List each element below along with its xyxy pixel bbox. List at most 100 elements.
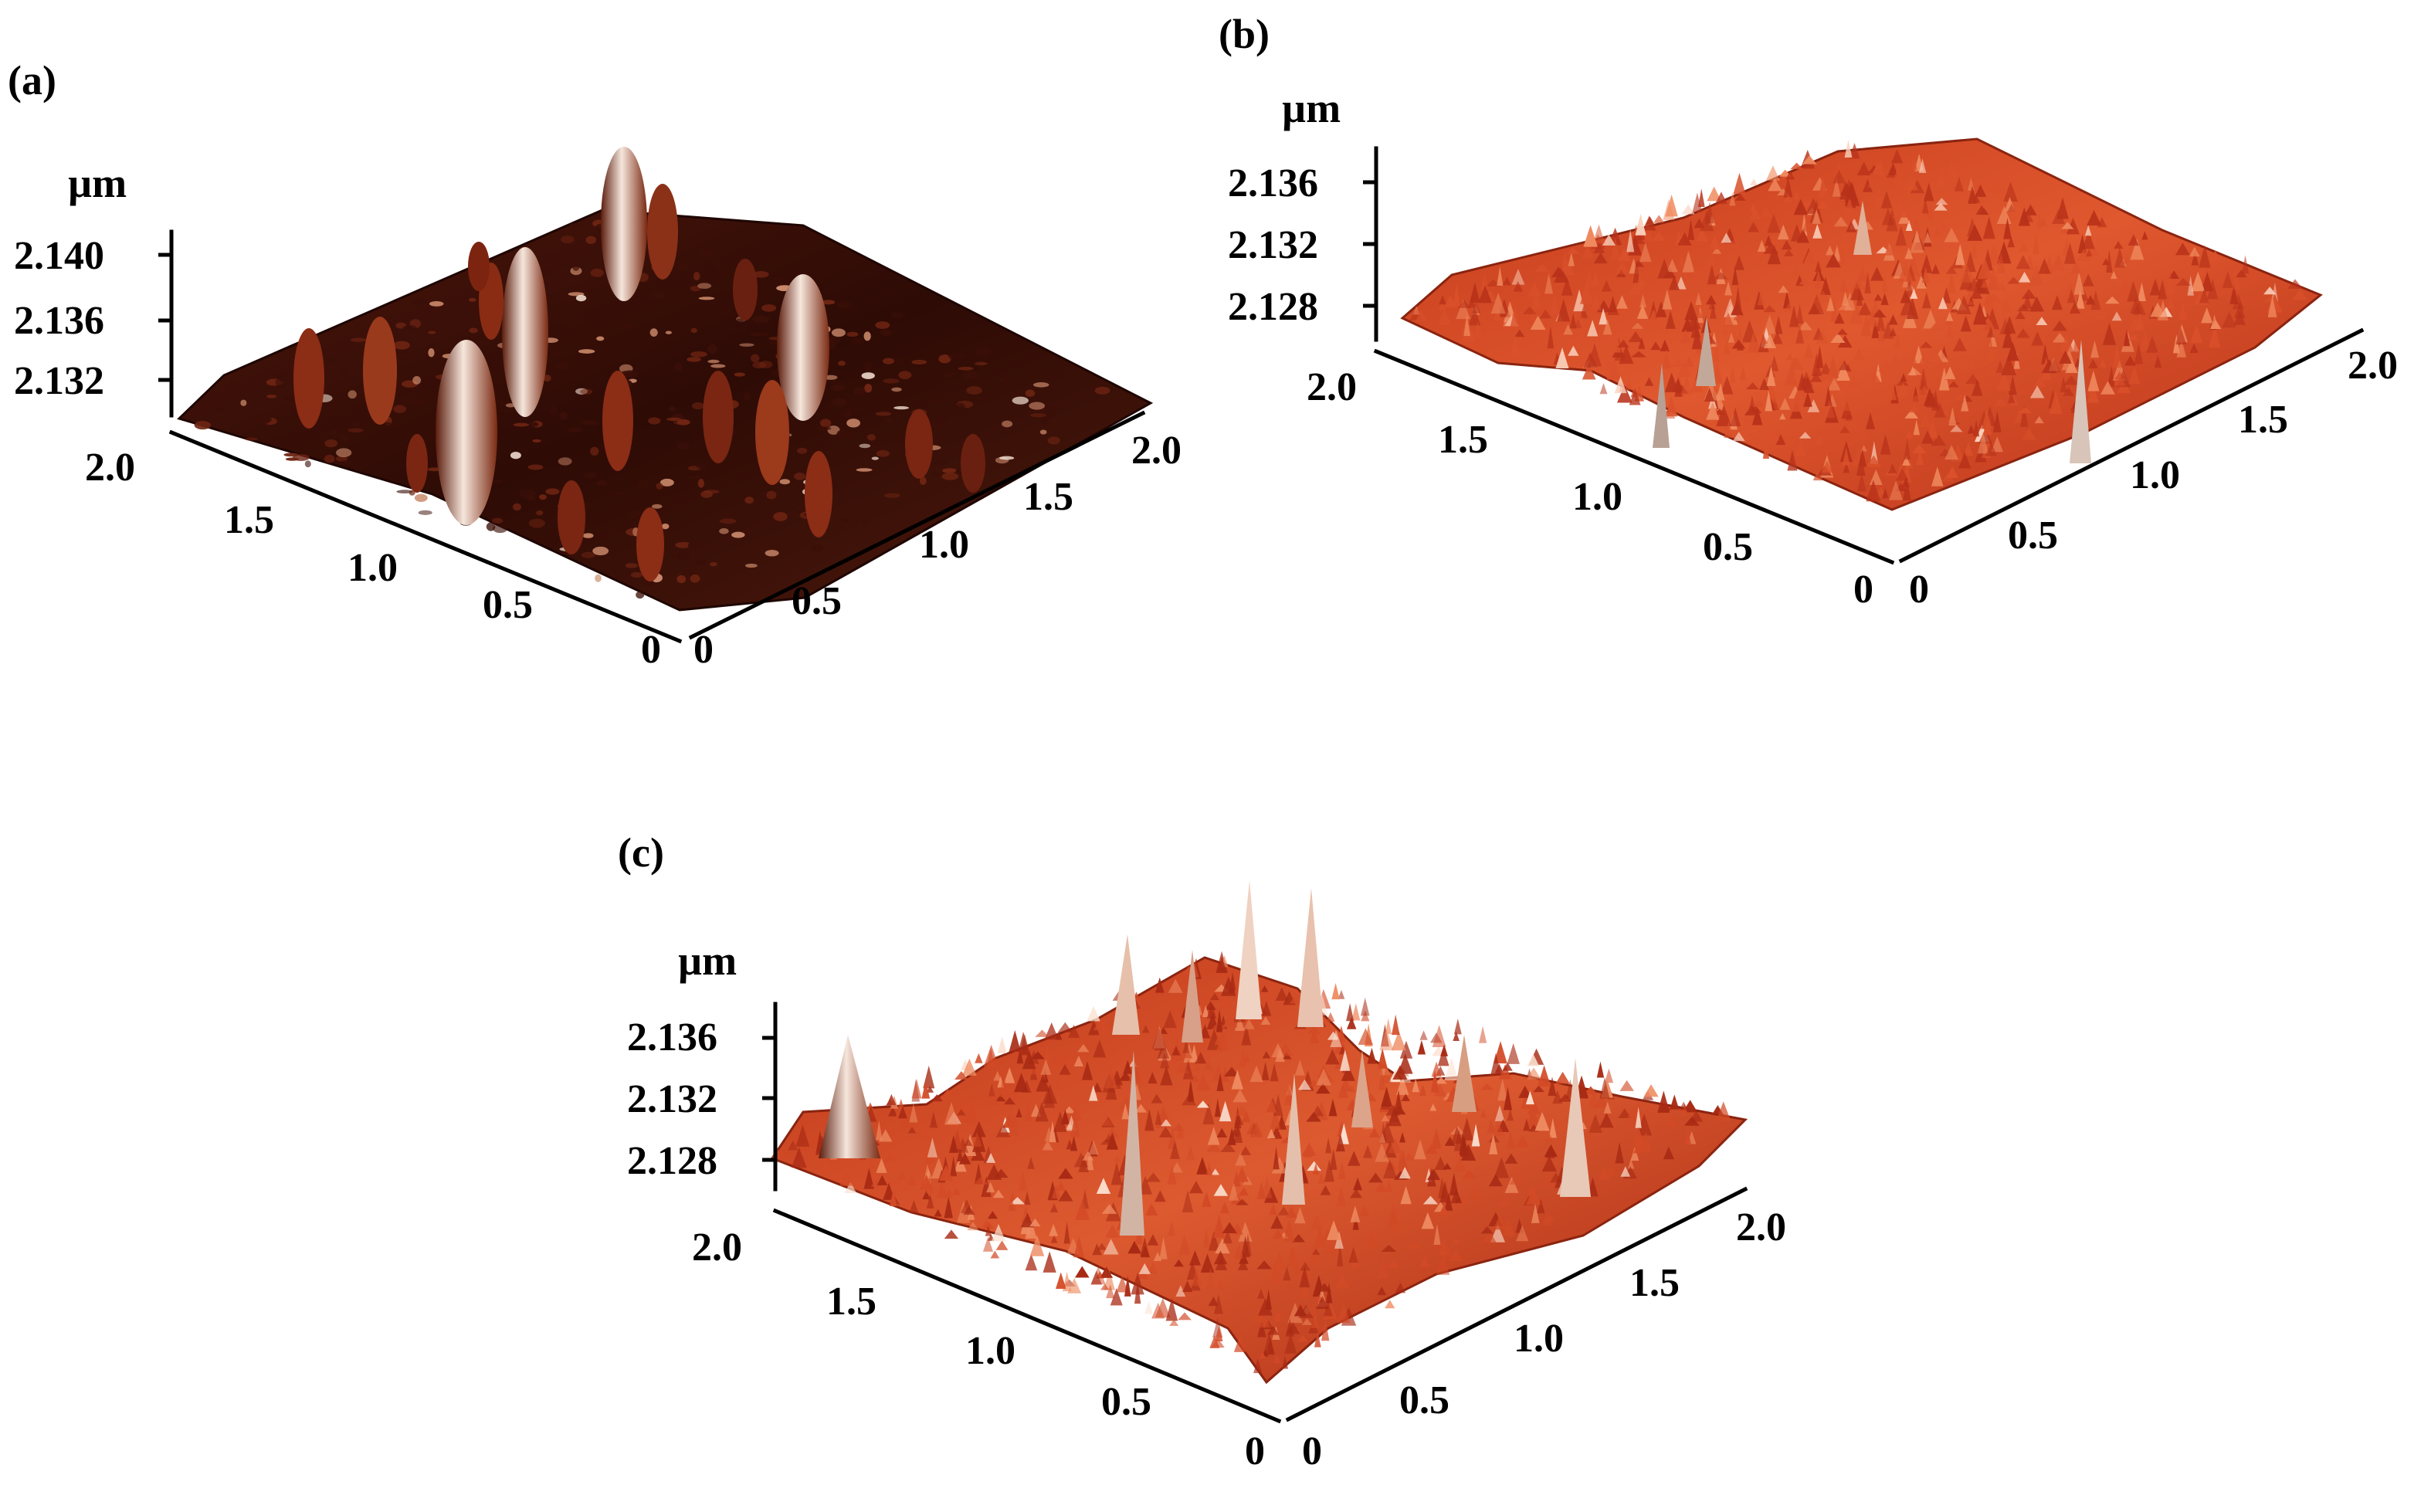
- surface-grain: [2018, 271, 2031, 283]
- surface-grain: [1792, 262, 1799, 276]
- surface-grain: [1067, 1024, 1080, 1038]
- surface-grain: [661, 523, 670, 530]
- surface-grain: [1750, 178, 1758, 185]
- surface-grain: [944, 1229, 959, 1239]
- surface-grain: [1945, 325, 1954, 338]
- surface-grain: [1978, 208, 1989, 215]
- surface-grain: [1734, 255, 1744, 270]
- surface-grain: [1213, 1293, 1223, 1314]
- surface-grain: [1385, 1180, 1392, 1192]
- surface-grain: [1216, 1009, 1223, 1032]
- surface-grain: [1779, 398, 1791, 410]
- surface-grain: [1073, 1055, 1084, 1067]
- surface-grain: [1766, 365, 1776, 386]
- surface-grain: [2139, 331, 2151, 351]
- surface-grain: [836, 429, 852, 439]
- surface-grain: [1120, 1094, 1132, 1110]
- surface-grain: [1507, 1108, 1514, 1121]
- surface-grain: [1361, 1010, 1370, 1022]
- peak: [502, 247, 548, 417]
- surface-grain: [1832, 178, 1841, 197]
- surface-grain: [1330, 1029, 1342, 1048]
- surface-grain: [1616, 385, 1633, 403]
- surface-grain: [1677, 253, 1687, 267]
- surface-grain: [1388, 1137, 1402, 1154]
- surface-grain: [890, 446, 907, 450]
- surface-grain: [772, 276, 784, 281]
- surface-grain: [519, 489, 536, 498]
- surface-grain: [1422, 1195, 1439, 1205]
- surface-grain: [1015, 411, 1026, 419]
- surface-grain: [1433, 1083, 1447, 1097]
- surface-grain: [1904, 409, 1919, 419]
- surface-grain: [1214, 1035, 1223, 1045]
- surface-grain: [572, 263, 580, 271]
- surface-grain: [1975, 184, 1987, 197]
- surface-grain: [1479, 1026, 1487, 1043]
- surface-grain: [971, 1120, 986, 1137]
- surface-grain: [1834, 161, 1843, 174]
- surface-grain: [1074, 1199, 1090, 1220]
- surface-grain: [2052, 320, 2067, 331]
- surface-grain: [2084, 225, 2092, 236]
- surface-grain: [1208, 1230, 1220, 1251]
- surface-grain: [2128, 334, 2140, 341]
- surface-grain: [1921, 292, 1931, 309]
- surface-grain: [999, 456, 1015, 460]
- surface-grain: [990, 1250, 1000, 1259]
- surface-grain: [1882, 488, 1889, 499]
- surface-grain: [1040, 417, 1049, 426]
- left-axis-tick-label: 2.0: [85, 446, 135, 490]
- surface-grain: [815, 426, 832, 431]
- surface-grain: [1504, 1176, 1519, 1193]
- surface-grain: [1850, 278, 1866, 290]
- surface-grain: [1437, 1047, 1449, 1066]
- surface-grain: [1147, 1234, 1159, 1246]
- surface-grain: [927, 398, 935, 403]
- surface-grain: [500, 409, 514, 413]
- surface-grain: [1270, 1264, 1280, 1284]
- surface-grain: [1499, 1194, 1510, 1207]
- surface-grain: [1923, 309, 1938, 329]
- surface-grain: [791, 1147, 807, 1168]
- surface-grain: [1439, 1237, 1448, 1256]
- surface-grain: [1706, 294, 1717, 305]
- surface-grain: [2111, 311, 2122, 321]
- surface-grain: [1060, 1109, 1070, 1125]
- surface-grain: [883, 1182, 895, 1200]
- surface-grain: [890, 1188, 897, 1206]
- surface-grain: [583, 472, 597, 479]
- right-axis-tick-label: 0: [693, 628, 714, 672]
- surface-grain: [255, 415, 272, 423]
- surface-grain: [2158, 300, 2168, 320]
- surface-grain: [1338, 989, 1345, 999]
- surface-grain: [1284, 1333, 1297, 1354]
- surface-grain: [1399, 1040, 1413, 1059]
- surface-grain: [412, 298, 428, 305]
- surface-grain: [1727, 332, 1735, 343]
- surface-grain: [412, 398, 429, 407]
- surface-grain: [1429, 1103, 1437, 1111]
- surface-grain: [1024, 1103, 1032, 1122]
- panel-label: (c): [618, 829, 664, 876]
- surface-grain: [1104, 1270, 1115, 1290]
- surface-grain: [846, 331, 859, 337]
- surface-grain: [1846, 416, 1860, 431]
- surface-grain: [1849, 304, 1864, 324]
- surface-grain: [1598, 1167, 1610, 1180]
- surface-grain: [922, 1190, 931, 1200]
- surface-grain: [1190, 1073, 1200, 1083]
- surface-grain: [1958, 452, 1972, 469]
- right-axis-tick-label: 1.5: [1023, 475, 1073, 519]
- panel-b: (b) µm 2.136 2.132 2.128 2.0 1.5 1.0 0.: [1219, 11, 2398, 612]
- surface-grain: [2235, 269, 2247, 278]
- surface-grain: [1497, 266, 1504, 286]
- surface-grain: [2060, 334, 2074, 352]
- surface-grain: [870, 440, 883, 446]
- surface-grain: [1926, 197, 1934, 219]
- surface-grain: [1397, 1053, 1413, 1074]
- surface-grain: [1249, 1120, 1263, 1137]
- peak: [558, 480, 585, 554]
- surface-grain: [469, 297, 476, 302]
